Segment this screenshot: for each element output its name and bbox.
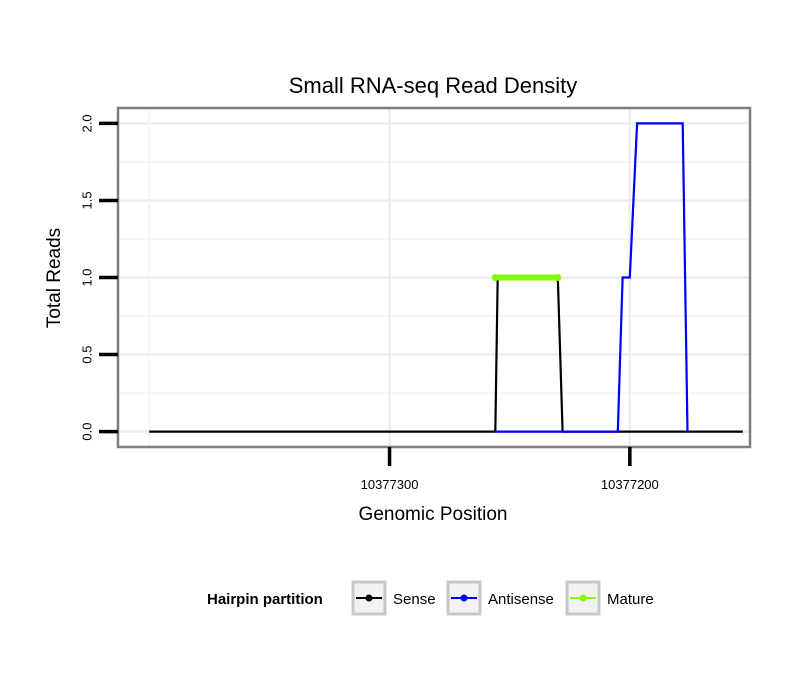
y-tick-label: 2.0 — [80, 114, 95, 132]
legend-title: Hairpin partition — [207, 591, 323, 608]
series-line-antisense — [495, 122, 689, 433]
chart-title: Small RNA-seq Read Density — [289, 73, 578, 98]
y-axis: 0.0 0.5 1.0 1.5 2.0 — [80, 114, 118, 441]
legend-item-sense: Sense — [351, 580, 436, 616]
series-group — [149, 122, 743, 433]
grid — [118, 108, 750, 447]
mature-point — [554, 274, 562, 281]
legend-label: Mature — [607, 591, 654, 608]
y-tick-label: 1.5 — [80, 191, 95, 209]
legend-label: Antisense — [488, 591, 554, 608]
legend-item-mature: Mature — [565, 580, 654, 616]
legend-label: Sense — [393, 591, 436, 608]
legend: Hairpin partition Sense Antisense Mature — [207, 580, 654, 616]
y-tick-label: 0.5 — [80, 346, 95, 364]
y-tick-label: 0.0 — [80, 423, 95, 441]
mature-point — [491, 274, 499, 281]
legend-key-point — [579, 594, 587, 602]
x-axis: 10377300 10377200 — [361, 447, 659, 492]
x-axis-label: Genomic Position — [359, 504, 508, 525]
legend-item-antisense: Antisense — [446, 580, 554, 616]
y-axis-label: Total Reads — [44, 228, 65, 328]
legend-key-point — [460, 594, 468, 602]
y-tick-label: 1.0 — [80, 268, 95, 286]
legend-key-point — [365, 594, 373, 602]
x-tick-label: 10377300 — [361, 477, 419, 492]
x-tick-label: 10377200 — [601, 477, 659, 492]
